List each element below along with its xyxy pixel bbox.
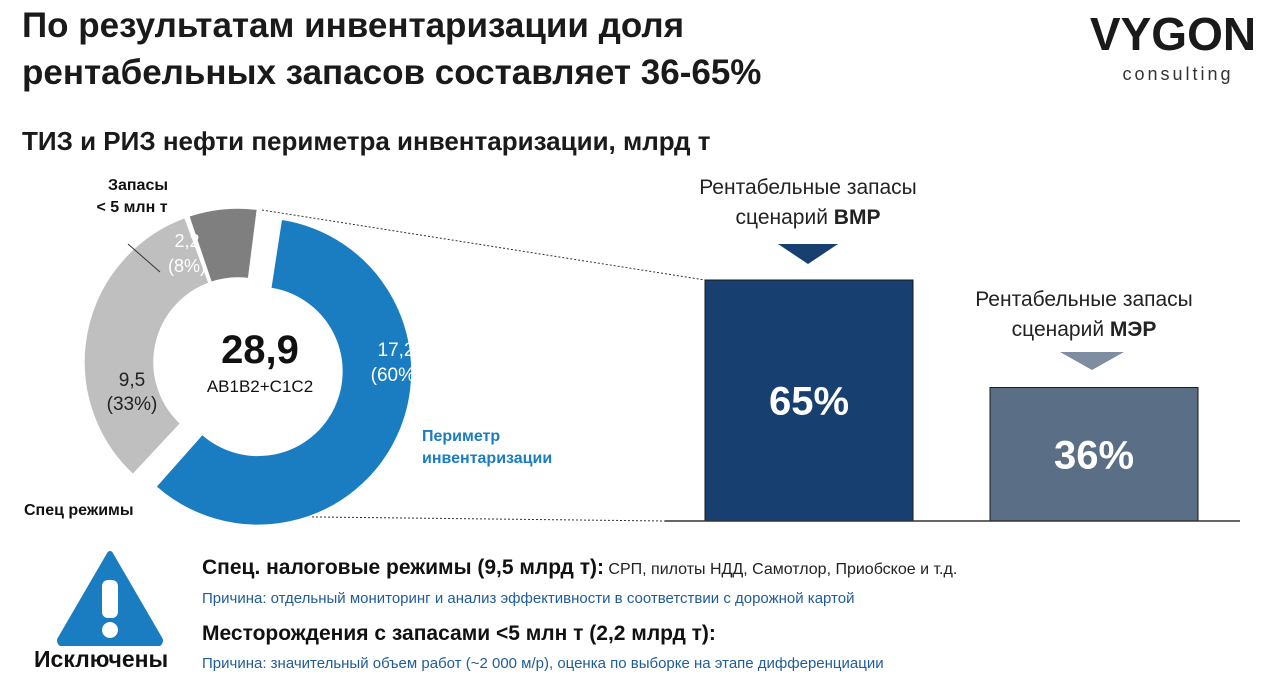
- page-title-line-1: По результатам инвентаризации доля: [22, 6, 685, 45]
- slice-value-perimeter: 17,2: [378, 340, 415, 361]
- exclusion-item-1-detail: СРП, пилоты НДД, Самотлор, Приобское и т…: [603, 561, 958, 578]
- bar-vmr: [704, 279, 914, 522]
- exclusion-item-1-heading: Спец. налоговые режимы (9,5 млрд т):: [202, 556, 604, 579]
- slice-value-small: 2,2: [174, 231, 199, 251]
- page-title-line-2: рентабельных запасов составляет 36-65%: [22, 53, 762, 92]
- exclusion-item-1-reason: Причина: отдельный мониторинг и анализ э…: [202, 590, 855, 607]
- bar-value-label-vmr: 65%: [769, 380, 849, 424]
- exclusion-item-2-heading: Месторождения с запасами <5 млн т (2,2 м…: [202, 622, 716, 645]
- label-spec-regimes: Спец режимы: [24, 502, 134, 519]
- donut-center-value: 28,9: [221, 328, 299, 372]
- bar-mer: [989, 387, 1199, 522]
- bar-category-vmr-prefix: сценарий: [736, 206, 834, 229]
- bar-value-label-mer: 36%: [1054, 433, 1134, 477]
- donut-slice-spec-regimes: [83, 216, 211, 476]
- donut-slice-perimeter: [154, 218, 413, 527]
- exclusion-item-1: Спец. налоговые режимы (9,5 млрд т): СРП…: [202, 556, 1272, 580]
- bar-category-mer-prefix: сценарий: [1012, 318, 1110, 341]
- bar-category-mer-bold: МЭР: [1110, 318, 1156, 341]
- label-small-reserves-line-1: Запасы: [108, 177, 168, 194]
- donut-slice-small-reserves: [187, 207, 259, 284]
- company-logo-subtitle: consulting: [1122, 64, 1234, 84]
- bar-category-mer-line-2: сценарий МЭР: [1012, 318, 1157, 341]
- company-logo: VYGON: [1089, 8, 1257, 60]
- label-small-reserves-line-2: < 5 млн т: [96, 199, 167, 216]
- slice-percent-perimeter: (60%): [371, 365, 422, 386]
- exclusion-item-2-reason: Причина: значительный объем работ (~2 00…: [202, 655, 884, 672]
- excluded-label: Исключены: [34, 646, 169, 672]
- bar-category-vmr-line-2: сценарий ВМР: [736, 206, 881, 229]
- slice-percent-small: (8%): [168, 256, 206, 276]
- bar-category-mer-line-1: Рентабельные запасы: [975, 288, 1193, 311]
- label-perimeter-line-1: Периметр: [422, 428, 500, 445]
- label-perimeter-line-2: инвентаризации: [422, 450, 552, 467]
- warning-icon: [57, 551, 163, 646]
- slice-percent-spec: (33%): [107, 394, 158, 415]
- donut-center-label: АВ1В2+С1С2: [207, 377, 313, 396]
- page-title: По результатам инвентаризации доля рента…: [22, 2, 1062, 96]
- slice-value-spec: 9,5: [119, 370, 145, 391]
- zoom-connector-top: [261, 209, 706, 281]
- bar-category-vmr-bold: ВМР: [834, 206, 881, 229]
- reserves-chart: 28,9 АВ1В2+С1С2 17,2 (60%) 9,5 (33%) 2,2…: [24, 176, 1240, 527]
- chart-title: ТИЗ и РИЗ нефти периметра инвентаризации…: [22, 126, 711, 156]
- bar-marker-mer-icon: [1060, 352, 1124, 370]
- small-slice-leader-line: [127, 243, 161, 273]
- bar-category-vmr-line-1: Рентабельные запасы: [699, 176, 917, 199]
- bar-marker-vmr-icon: [778, 244, 838, 264]
